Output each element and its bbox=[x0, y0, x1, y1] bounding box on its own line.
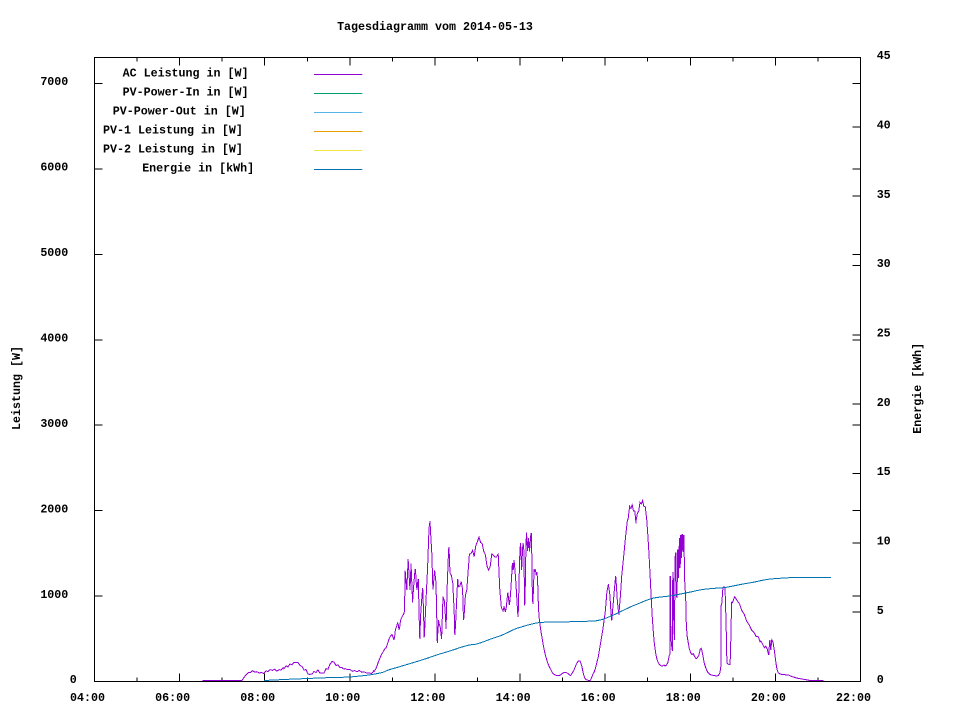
svg-text:45: 45 bbox=[877, 49, 891, 63]
svg-text:5: 5 bbox=[877, 604, 884, 618]
svg-text:PV-1 Leistung in [W]: PV-1 Leistung in [W] bbox=[103, 123, 243, 137]
svg-text:Energie [kWh]: Energie [kWh] bbox=[911, 343, 925, 434]
svg-text:35: 35 bbox=[877, 188, 891, 202]
svg-text:5000: 5000 bbox=[40, 246, 68, 260]
svg-text:18:00: 18:00 bbox=[666, 691, 701, 705]
svg-text:16:00: 16:00 bbox=[581, 691, 616, 705]
svg-text:PV-Power-Out in [W]: PV-Power-Out in [W] bbox=[113, 104, 246, 118]
svg-text:Tagesdiagramm vom 2014-05-13: Tagesdiagramm vom 2014-05-13 bbox=[337, 20, 533, 34]
svg-text:AC Leistung in [W]: AC Leistung in [W] bbox=[123, 66, 249, 80]
svg-text:10: 10 bbox=[877, 535, 891, 549]
svg-text:0: 0 bbox=[877, 673, 884, 687]
svg-text:PV-Power-In in [W]: PV-Power-In in [W] bbox=[123, 85, 249, 99]
svg-text:14:00: 14:00 bbox=[496, 691, 531, 705]
svg-text:22:00: 22:00 bbox=[836, 691, 871, 705]
svg-text:06:00: 06:00 bbox=[155, 691, 190, 705]
svg-text:4000: 4000 bbox=[40, 332, 68, 346]
svg-text:6000: 6000 bbox=[40, 161, 68, 175]
svg-text:0: 0 bbox=[70, 673, 77, 687]
svg-text:40: 40 bbox=[877, 119, 891, 133]
svg-text:PV-2 Leistung in [W]: PV-2 Leistung in [W] bbox=[103, 142, 243, 156]
svg-text:08:00: 08:00 bbox=[240, 691, 275, 705]
svg-text:30: 30 bbox=[877, 257, 891, 271]
svg-text:Energie in [kWh]: Energie in [kWh] bbox=[142, 161, 254, 175]
svg-text:Leistung [W]: Leistung [W] bbox=[10, 346, 24, 430]
svg-text:2000: 2000 bbox=[40, 502, 68, 516]
svg-text:20: 20 bbox=[877, 396, 891, 410]
svg-text:1000: 1000 bbox=[40, 588, 68, 602]
svg-text:3000: 3000 bbox=[40, 417, 68, 431]
svg-text:12:00: 12:00 bbox=[410, 691, 445, 705]
svg-text:20:00: 20:00 bbox=[751, 691, 786, 705]
svg-text:25: 25 bbox=[877, 327, 891, 341]
svg-text:15: 15 bbox=[877, 465, 891, 479]
svg-text:10:00: 10:00 bbox=[325, 691, 360, 705]
svg-text:7000: 7000 bbox=[40, 75, 68, 89]
svg-text:04:00: 04:00 bbox=[70, 691, 105, 705]
